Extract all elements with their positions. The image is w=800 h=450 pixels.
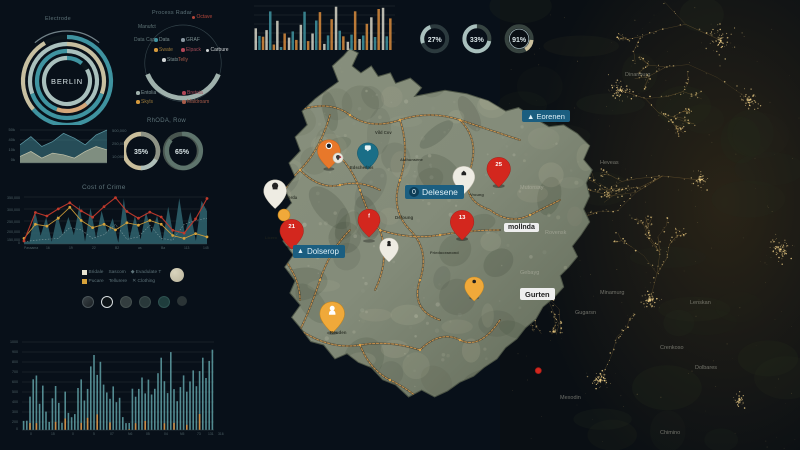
svg-text:50k: 50k bbox=[9, 127, 15, 132]
svg-text:500: 500 bbox=[12, 390, 18, 394]
svg-text:N5: N5 bbox=[180, 432, 184, 436]
svg-text:73: 73 bbox=[197, 432, 201, 436]
svg-text:300: 300 bbox=[12, 410, 18, 414]
svg-text:33%: 33% bbox=[470, 37, 485, 44]
svg-text:35%: 35% bbox=[134, 149, 149, 156]
svg-text:131: 131 bbox=[208, 432, 214, 436]
svg-text:N6: N6 bbox=[128, 432, 132, 436]
svg-text:0: 0 bbox=[16, 427, 18, 431]
svg-text:Passama: Passama bbox=[24, 246, 38, 250]
svg-text:as: as bbox=[138, 246, 142, 250]
svg-text:800: 800 bbox=[12, 360, 18, 364]
svg-text:07: 07 bbox=[110, 432, 114, 436]
svg-text:05: 05 bbox=[146, 432, 150, 436]
svg-text:BERLIN: BERLIN bbox=[51, 77, 83, 86]
svg-text:0: 0 bbox=[30, 432, 32, 436]
svg-text:400: 400 bbox=[12, 400, 18, 404]
svg-text:10k: 10k bbox=[9, 147, 15, 152]
svg-text:200: 200 bbox=[12, 420, 18, 424]
svg-text:316: 316 bbox=[218, 432, 224, 436]
svg-text:91%: 91% bbox=[512, 37, 527, 44]
svg-text:300,000: 300,000 bbox=[7, 208, 20, 212]
svg-text:250,000: 250,000 bbox=[7, 220, 20, 224]
svg-text:65%: 65% bbox=[175, 149, 190, 156]
svg-text:04: 04 bbox=[164, 432, 168, 436]
svg-text:B2: B2 bbox=[115, 246, 119, 250]
svg-text:16: 16 bbox=[46, 246, 50, 250]
svg-text:1000: 1000 bbox=[10, 340, 18, 344]
svg-text:19: 19 bbox=[69, 246, 73, 250]
svg-text:22: 22 bbox=[92, 246, 96, 250]
svg-text:350,000: 350,000 bbox=[7, 196, 20, 200]
svg-text:15: 15 bbox=[51, 432, 55, 436]
svg-text:0k: 0k bbox=[11, 157, 15, 162]
svg-text:0: 0 bbox=[72, 432, 74, 436]
svg-text:5: 5 bbox=[93, 432, 95, 436]
svg-text:145: 145 bbox=[203, 246, 209, 250]
svg-text:0: 0 bbox=[18, 241, 20, 245]
svg-text:Ba: Ba bbox=[161, 246, 165, 250]
svg-text:113: 113 bbox=[184, 246, 190, 250]
svg-text:27%: 27% bbox=[428, 37, 443, 44]
svg-text:200,000: 200,000 bbox=[7, 230, 20, 234]
svg-text:40k: 40k bbox=[9, 137, 15, 142]
svg-text:600: 600 bbox=[12, 380, 18, 384]
svg-text:700: 700 bbox=[12, 370, 18, 374]
svg-text:900: 900 bbox=[12, 350, 18, 354]
